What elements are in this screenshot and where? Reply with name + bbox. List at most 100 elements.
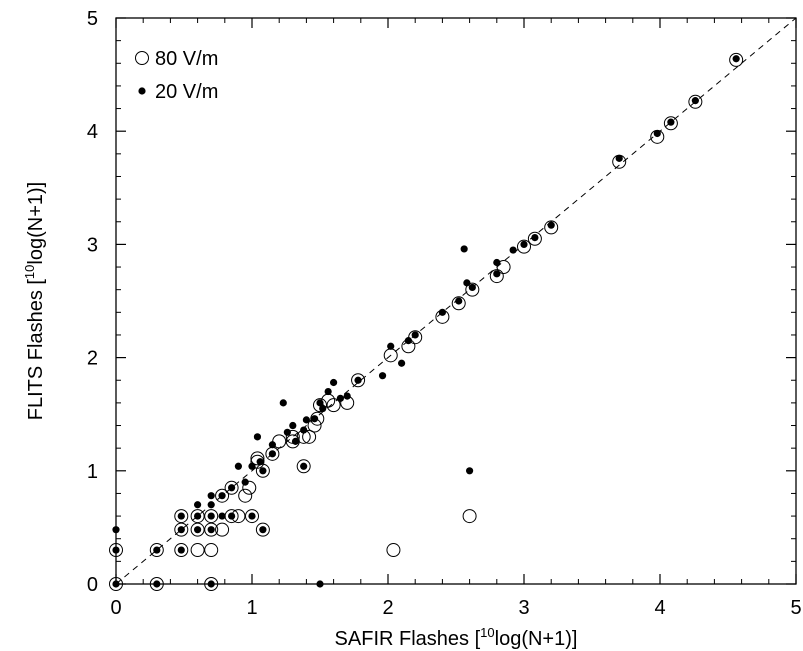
data-point-80vm xyxy=(255,522,270,537)
data-point-80vm xyxy=(250,454,265,469)
data-point-80vm xyxy=(326,398,341,413)
x-axis-label: SAFIR Flashes [10log(N+1)] xyxy=(335,625,578,650)
data-point-20vm xyxy=(207,501,215,509)
data-point-80vm xyxy=(174,509,189,524)
data-point-20vm xyxy=(291,437,300,445)
axis-layer: 0 1 2 3 4 5 0 1 2 3 4 5 xyxy=(87,8,802,619)
legend-marker-80vm xyxy=(135,51,149,65)
data-point-20vm xyxy=(234,462,242,470)
data-point-20vm xyxy=(547,221,555,229)
x-tick-label: 5 xyxy=(790,597,801,619)
data-point-20vm xyxy=(398,359,406,367)
data-point-80vm xyxy=(204,543,219,558)
data-point-80vm xyxy=(688,94,703,109)
data-point-20vm xyxy=(248,512,256,520)
data-point-20vm xyxy=(387,342,395,350)
data-point-20vm xyxy=(268,441,276,449)
y-tick-label: 2 xyxy=(87,348,98,370)
data-point-20vm xyxy=(354,376,362,384)
data-point-20vm xyxy=(404,337,412,345)
data-point-80vm xyxy=(190,543,205,558)
data-point-80vm xyxy=(517,239,531,254)
data-point-20vm xyxy=(207,492,215,500)
data-point-80vm xyxy=(149,543,164,558)
data-point-80vm xyxy=(544,220,559,235)
data-point-20vm xyxy=(259,526,267,534)
data-point-80vm xyxy=(204,509,219,524)
data-point-20vm xyxy=(218,492,226,500)
data-point-20vm xyxy=(228,512,236,520)
data-point-80vm xyxy=(496,260,511,275)
data-point-20vm xyxy=(241,478,249,486)
data-point-20vm xyxy=(259,467,267,475)
data-point-20vm xyxy=(283,428,291,436)
legend: 80 V/m 20 V/m xyxy=(135,48,218,103)
data-point-80vm xyxy=(250,451,265,466)
data-point-20vm xyxy=(207,526,215,534)
data-point-20vm xyxy=(253,433,262,441)
data-point-80vm xyxy=(729,52,744,67)
legend-label-80vm: 80 V/m xyxy=(155,48,218,70)
data-point-80vm xyxy=(451,296,466,311)
data-point-80vm xyxy=(255,463,270,478)
data-point-20vm xyxy=(468,283,476,292)
data-point-80vm xyxy=(527,231,542,246)
data-point-20vm xyxy=(667,118,675,126)
data-point-20vm xyxy=(316,399,324,407)
data-point-20vm xyxy=(455,297,463,305)
data-point-20vm xyxy=(300,426,308,434)
x-tick-label: 1 xyxy=(246,597,257,619)
data-point-80vm xyxy=(204,522,219,537)
data-point-20vm xyxy=(493,258,501,267)
data-point-20vm xyxy=(177,512,185,520)
data-point-20vm xyxy=(194,512,202,520)
data-point-20vm xyxy=(438,308,446,316)
x-tick-label: 0 xyxy=(110,597,121,619)
data-point-20vm xyxy=(336,394,344,402)
data-point-20vm xyxy=(228,484,236,492)
data-point-20vm xyxy=(378,372,387,380)
data-point-20vm xyxy=(279,399,287,407)
data-point-80vm xyxy=(663,116,678,131)
data-point-80vm xyxy=(190,509,205,524)
data-point-80vm xyxy=(310,411,325,426)
data-point-20vm xyxy=(153,546,161,554)
data-point-80vm xyxy=(242,480,257,495)
data-point-80vm xyxy=(224,480,239,495)
data-point-20vm xyxy=(302,416,310,424)
data-point-80vm xyxy=(386,543,401,558)
data-point-80vm xyxy=(351,373,366,388)
data-point-20vm xyxy=(466,467,474,475)
data-point-20vm xyxy=(310,415,319,423)
data-point-20vm xyxy=(319,404,327,413)
data-point-20vm xyxy=(520,240,528,248)
data-point-20vm xyxy=(330,378,338,387)
plot-frame xyxy=(115,17,797,585)
data-point-20vm xyxy=(411,331,419,339)
y-tick-label: 1 xyxy=(87,461,98,483)
x-tick-label: 4 xyxy=(654,597,665,619)
legend-marker-20vm xyxy=(138,87,146,95)
data-point-80vm xyxy=(174,522,189,537)
data-point-80vm xyxy=(215,522,230,537)
data-point-20vm xyxy=(248,462,256,470)
data-point-20vm xyxy=(194,526,202,534)
data-point-20vm xyxy=(177,526,185,534)
y-tick-label: 5 xyxy=(87,8,98,30)
y-tick-label: 3 xyxy=(87,234,98,256)
data-point-20vm xyxy=(324,387,332,396)
data-point-20vm xyxy=(732,55,740,63)
data-point-80vm xyxy=(462,509,477,524)
data-point-20vm xyxy=(615,154,623,162)
data-point-20vm xyxy=(268,450,276,458)
data-point-80vm xyxy=(215,488,230,503)
x-tick-label: 3 xyxy=(518,597,529,619)
data-point-20vm xyxy=(531,234,539,242)
data-point-80vm xyxy=(465,282,480,297)
data-point-20vm xyxy=(463,279,471,287)
data-point-80vm xyxy=(245,509,259,524)
data-point-20vm xyxy=(218,512,226,520)
data-point-80vm xyxy=(296,459,311,474)
data-point-20vm xyxy=(289,421,297,430)
